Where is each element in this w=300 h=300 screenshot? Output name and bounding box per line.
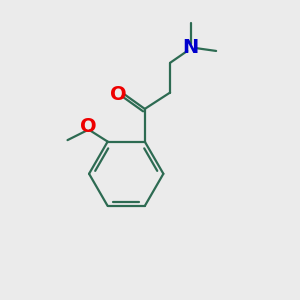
Text: N: N [183, 38, 199, 58]
Text: O: O [110, 85, 127, 104]
Text: O: O [80, 117, 97, 136]
